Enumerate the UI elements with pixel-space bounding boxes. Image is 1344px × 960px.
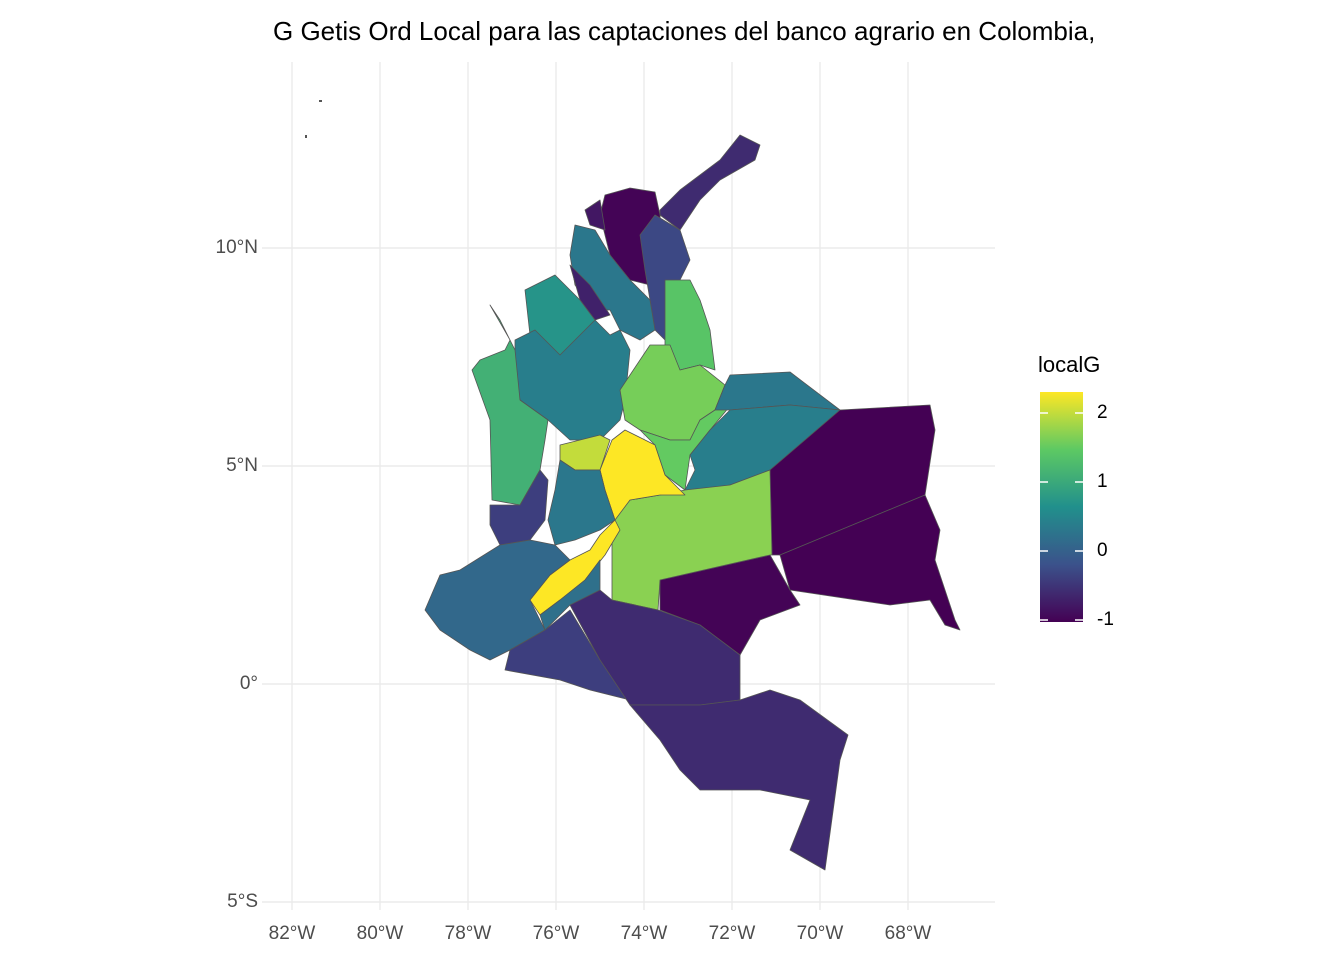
region [569, 589, 741, 706]
x-tick-label: 70°W [797, 923, 844, 944]
island [319, 100, 322, 102]
x-tick-label: 80°W [357, 923, 404, 944]
island [305, 135, 307, 138]
legend-tick-label: -1 [1097, 609, 1114, 630]
y-tick-label: 10°N [216, 237, 258, 258]
region [629, 689, 849, 871]
region [569, 224, 656, 341]
legend-tick-label: 0 [1097, 540, 1108, 561]
y-tick-label: 5°S [227, 891, 258, 912]
x-tick-label: 82°W [269, 923, 316, 944]
y-tick-label: 5°N [226, 455, 258, 476]
region [569, 264, 611, 321]
legend-tick-label: 1 [1097, 471, 1108, 492]
region [714, 371, 841, 411]
region [779, 494, 961, 631]
x-tick-label: 68°W [885, 923, 932, 944]
map [305, 100, 961, 871]
region [659, 554, 801, 656]
x-tick-label: 74°W [621, 923, 668, 944]
legend-tick-label: 2 [1097, 402, 1108, 423]
region [584, 199, 606, 231]
y-tick-label: 0° [240, 673, 258, 694]
region [489, 469, 549, 546]
region [424, 539, 571, 661]
legend-title: localG [1038, 352, 1100, 377]
x-tick-label: 78°W [445, 923, 492, 944]
x-tick-label: 76°W [533, 923, 580, 944]
x-tick-label: 72°W [709, 923, 756, 944]
chart-title: G Getis Ord Local para las captaciones d… [273, 16, 1095, 46]
colorbar [1040, 392, 1083, 622]
region [529, 519, 621, 616]
region [547, 459, 616, 546]
legend: 2 1 0 -1 [1040, 402, 1114, 630]
region [659, 134, 761, 231]
region [769, 404, 936, 556]
